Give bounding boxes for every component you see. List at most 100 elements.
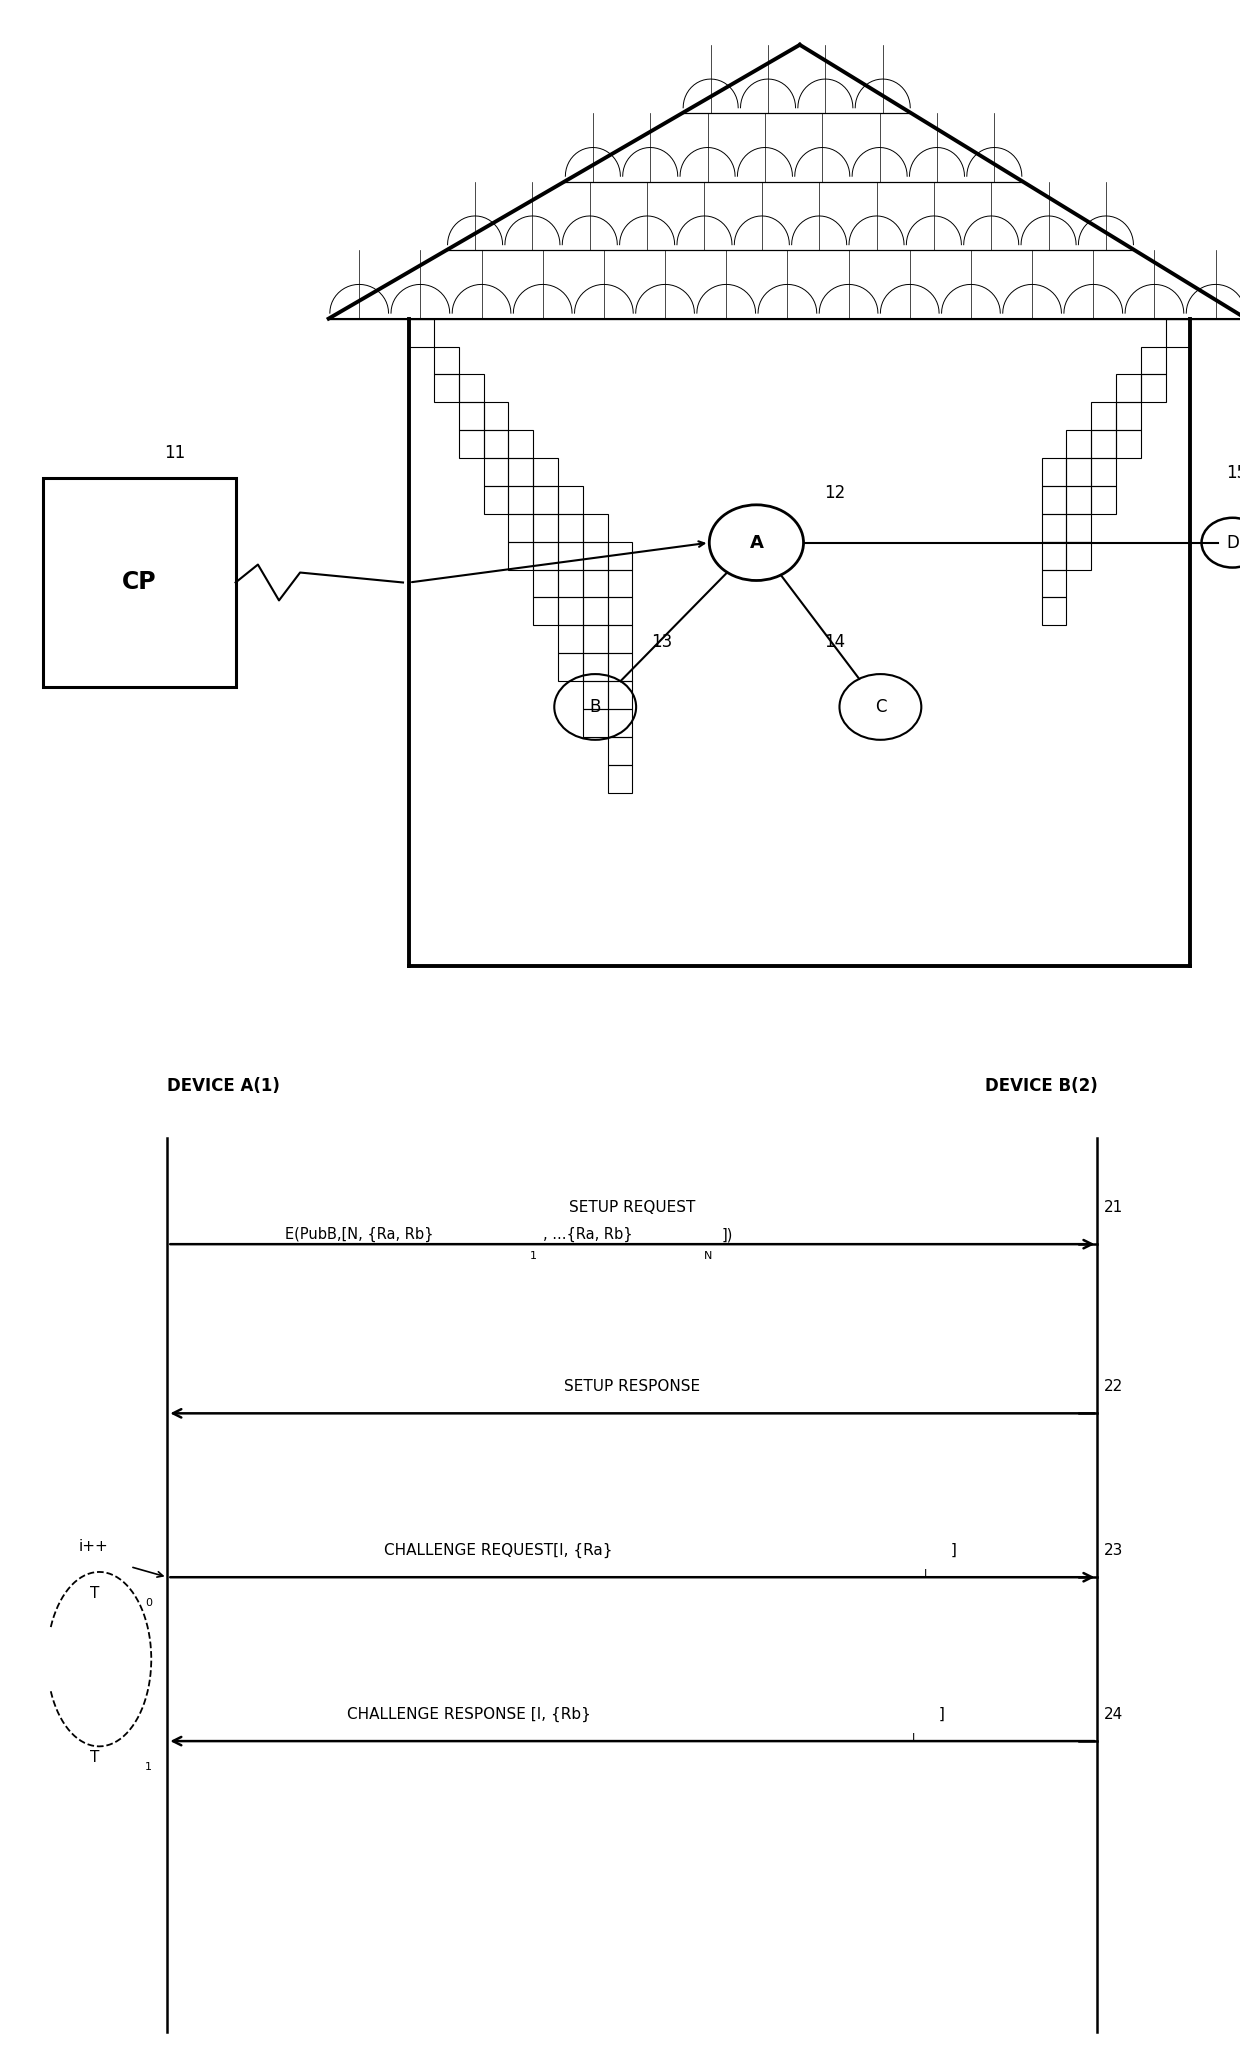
Bar xyxy=(558,597,583,626)
Bar xyxy=(583,513,608,542)
Text: D: D xyxy=(1226,534,1239,552)
Bar xyxy=(1042,569,1066,597)
Bar xyxy=(608,542,632,569)
Bar xyxy=(533,597,558,626)
Bar xyxy=(558,542,583,569)
Text: CHALLENGE REQUEST[I, {Ra}: CHALLENGE REQUEST[I, {Ra} xyxy=(384,1544,613,1558)
Text: 1: 1 xyxy=(145,1761,153,1772)
Text: 15: 15 xyxy=(1226,464,1240,482)
Text: N: N xyxy=(704,1250,713,1261)
Text: C: C xyxy=(874,698,887,716)
Bar xyxy=(1091,431,1116,458)
Bar xyxy=(583,682,608,708)
Bar xyxy=(1042,597,1066,626)
Bar xyxy=(1116,374,1141,402)
Text: 22: 22 xyxy=(1104,1380,1123,1394)
Bar xyxy=(1066,513,1091,542)
Bar xyxy=(583,708,608,737)
Bar xyxy=(583,569,608,597)
Bar xyxy=(1166,318,1190,347)
Bar xyxy=(608,708,632,737)
Bar xyxy=(533,513,558,542)
Bar xyxy=(1141,347,1166,374)
Bar xyxy=(1042,542,1066,569)
Bar xyxy=(1116,402,1141,431)
Bar xyxy=(1091,458,1116,487)
Bar xyxy=(508,513,533,542)
Text: 0: 0 xyxy=(145,1599,153,1607)
Text: 12: 12 xyxy=(825,485,846,501)
Bar xyxy=(533,569,558,597)
Text: ]): ]) xyxy=(722,1228,733,1242)
Bar xyxy=(1091,402,1116,431)
Text: CHALLENGE RESPONSE [I, {Rb}: CHALLENGE RESPONSE [I, {Rb} xyxy=(347,1706,591,1722)
Bar xyxy=(1141,374,1166,402)
Bar xyxy=(583,597,608,626)
Bar xyxy=(1042,458,1066,487)
Text: I: I xyxy=(911,1733,915,1743)
Text: ]: ] xyxy=(934,1706,945,1722)
Bar xyxy=(608,653,632,682)
Text: T: T xyxy=(89,1749,99,1766)
Text: DEVICE A(1): DEVICE A(1) xyxy=(167,1076,280,1094)
Bar xyxy=(1066,458,1091,487)
Text: I: I xyxy=(924,1568,928,1579)
Bar xyxy=(434,347,459,374)
Text: 11: 11 xyxy=(164,443,186,462)
Bar xyxy=(533,542,558,569)
Bar xyxy=(508,458,533,487)
Bar xyxy=(484,431,508,458)
Bar xyxy=(409,318,434,347)
Text: , ...{Ra, Rb}: , ...{Ra, Rb} xyxy=(543,1228,632,1242)
Text: ]: ] xyxy=(946,1544,957,1558)
Bar xyxy=(558,513,583,542)
Bar xyxy=(459,431,484,458)
Text: 24: 24 xyxy=(1104,1706,1123,1722)
Bar xyxy=(608,597,632,626)
Bar xyxy=(533,487,558,513)
Bar xyxy=(484,458,508,487)
Bar xyxy=(558,569,583,597)
Text: 21: 21 xyxy=(1104,1199,1123,1215)
Text: 14: 14 xyxy=(825,632,846,651)
Bar xyxy=(508,542,533,569)
Text: SETUP RESPONSE: SETUP RESPONSE xyxy=(564,1380,701,1394)
Bar xyxy=(434,374,459,402)
Bar xyxy=(484,487,508,513)
Text: i++: i++ xyxy=(78,1540,108,1554)
Bar xyxy=(484,402,508,431)
Text: SETUP REQUEST: SETUP REQUEST xyxy=(569,1199,696,1215)
Bar xyxy=(608,737,632,764)
Bar xyxy=(608,626,632,653)
Text: 23: 23 xyxy=(1104,1544,1123,1558)
Bar xyxy=(558,487,583,513)
Bar xyxy=(558,653,583,682)
Bar xyxy=(459,402,484,431)
Bar xyxy=(583,653,608,682)
Text: 1: 1 xyxy=(529,1250,537,1261)
Bar xyxy=(459,374,484,402)
Bar xyxy=(1066,431,1091,458)
Bar xyxy=(1042,513,1066,542)
Text: 13: 13 xyxy=(651,632,672,651)
Bar xyxy=(1116,431,1141,458)
Bar xyxy=(508,487,533,513)
Bar xyxy=(583,542,608,569)
Bar xyxy=(43,478,236,688)
Bar xyxy=(1091,487,1116,513)
Text: CP: CP xyxy=(123,571,156,595)
Text: DEVICE B(2): DEVICE B(2) xyxy=(985,1076,1097,1094)
Bar xyxy=(608,682,632,708)
Text: B: B xyxy=(589,698,601,716)
Bar xyxy=(508,431,533,458)
Bar xyxy=(558,626,583,653)
Bar xyxy=(1042,487,1066,513)
Bar xyxy=(1066,487,1091,513)
Text: E(PubB,[N, {Ra, Rb}: E(PubB,[N, {Ra, Rb} xyxy=(285,1228,434,1242)
Bar xyxy=(533,458,558,487)
Bar xyxy=(608,764,632,792)
Bar xyxy=(583,626,608,653)
Bar xyxy=(1066,542,1091,569)
Text: A: A xyxy=(749,534,764,552)
Bar xyxy=(608,569,632,597)
